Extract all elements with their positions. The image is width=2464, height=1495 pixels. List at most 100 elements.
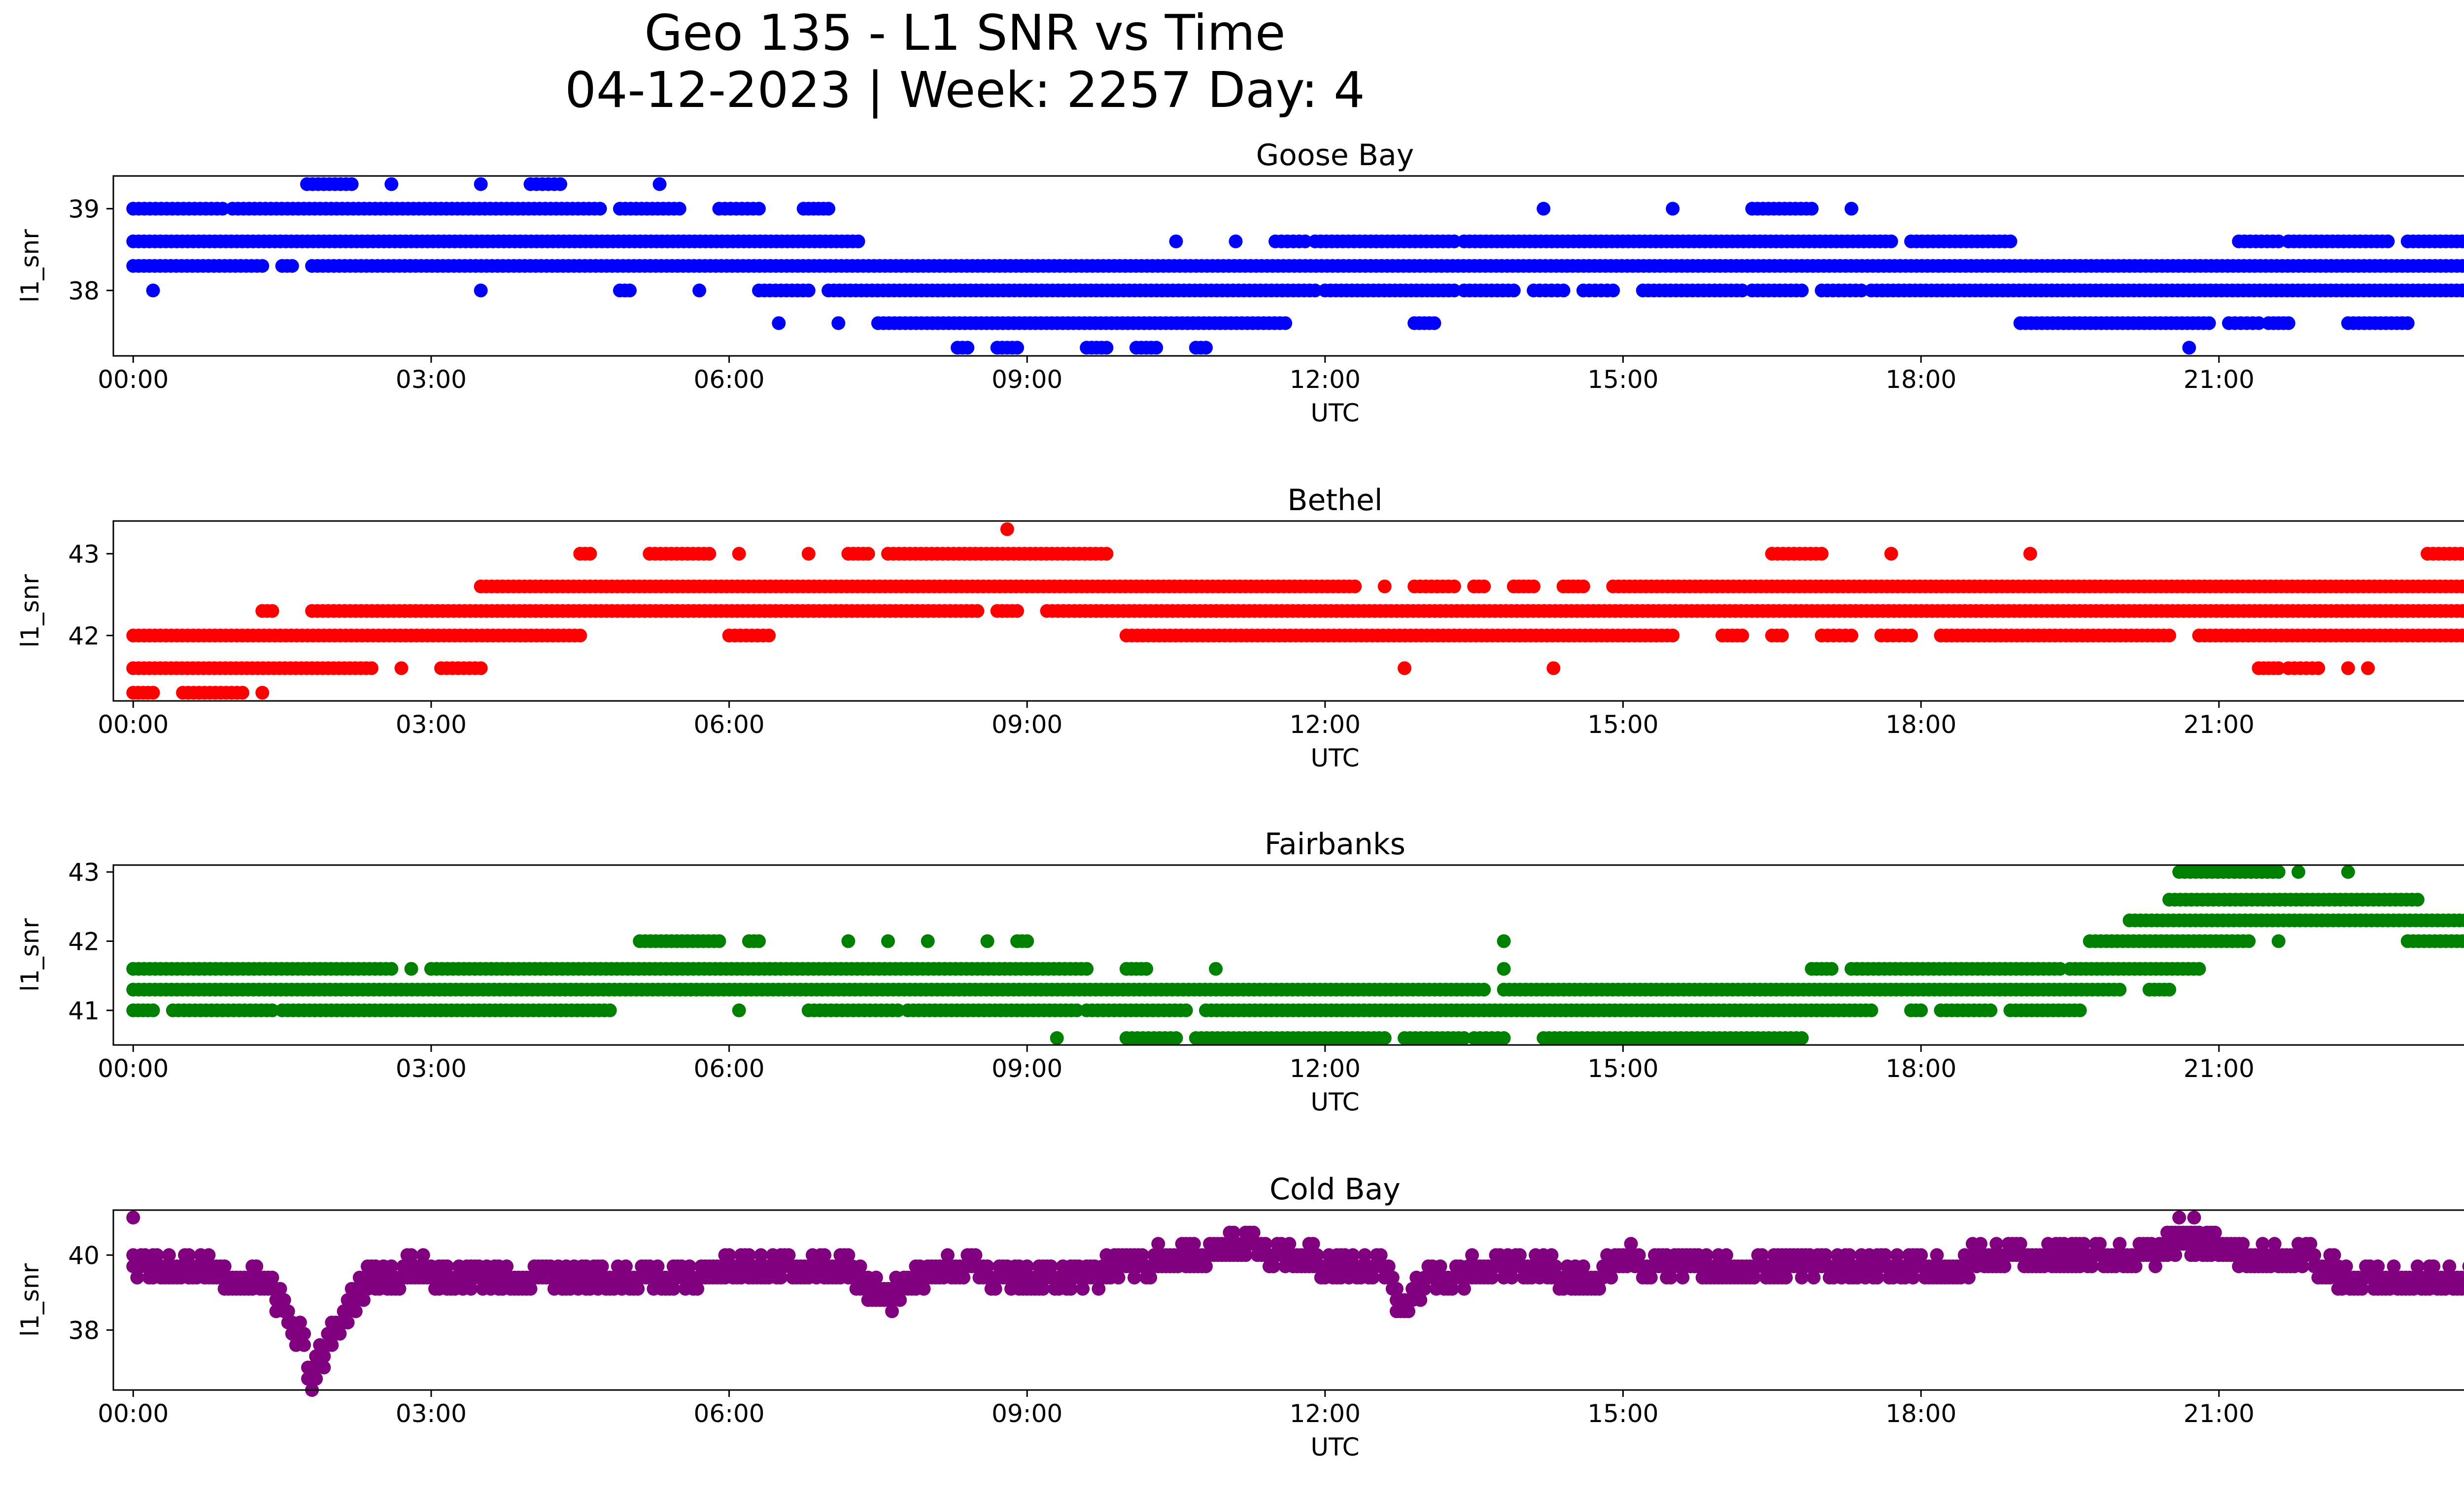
y-tick-label: 38 (68, 277, 100, 305)
data-point (1676, 1270, 1690, 1285)
data-point (1779, 1270, 1793, 1285)
data-point (2458, 913, 2464, 928)
y-tick-label: 43 (68, 540, 100, 568)
data-point (1632, 1248, 1646, 1262)
data-point (1377, 579, 1392, 593)
data-point (2292, 865, 2305, 879)
data-point (2192, 962, 2206, 976)
x-tick-label: 15:00 (1587, 365, 1658, 394)
data-point (917, 1282, 931, 1296)
data-point (474, 283, 488, 298)
data-point (464, 1282, 478, 1296)
data-point (1111, 1270, 1126, 1285)
data-point (150, 1248, 164, 1262)
data-point (297, 1338, 311, 1352)
data-point (1358, 1248, 1372, 1262)
data-point (1050, 1031, 1064, 1045)
data-point (692, 283, 707, 298)
data-point (672, 202, 686, 216)
data-point (404, 1248, 418, 1262)
data-point (841, 934, 856, 948)
y-axis-label: l1_snr (16, 229, 44, 303)
data-point (394, 661, 409, 675)
data-point (970, 604, 985, 618)
data-point (293, 1316, 307, 1330)
y-tick-label: 42 (68, 622, 100, 650)
y-tick-label: 43 (68, 858, 100, 887)
data-point (2053, 962, 2067, 976)
data-point (2182, 341, 2196, 355)
data-point (1546, 661, 1561, 675)
data-point (1036, 1282, 1050, 1296)
data-point (1385, 1270, 1400, 1285)
data-point (2461, 580, 2464, 592)
data-point (1930, 1248, 1944, 1262)
data-point (2242, 934, 2256, 948)
data-point (1402, 1304, 1416, 1319)
data-point (1227, 1225, 1241, 1240)
data-point (182, 1248, 196, 1262)
data-point (732, 547, 746, 561)
data-point (988, 1282, 1002, 1296)
data-point (752, 934, 766, 948)
data-point (960, 341, 975, 355)
data-point (2271, 865, 2286, 879)
data-point (2003, 234, 2018, 248)
data-point (573, 628, 587, 643)
data-point (1854, 283, 1869, 298)
x-tick-label: 21:00 (2184, 365, 2255, 394)
data-point (384, 177, 399, 191)
data-point (2341, 865, 2355, 879)
data-point (619, 1259, 633, 1274)
data-point (1080, 962, 1094, 976)
data-point (384, 962, 399, 976)
data-point (1373, 1248, 1388, 1262)
data-point (2461, 629, 2464, 642)
data-point (249, 1259, 264, 1274)
data-point (1135, 1248, 1149, 1262)
data-point (652, 177, 667, 191)
data-point (1795, 1031, 1809, 1045)
data-point (762, 628, 776, 643)
data-point (281, 1304, 295, 1319)
x-tick-label: 06:00 (694, 365, 765, 394)
data-point (474, 177, 488, 191)
data-point (1413, 1293, 1428, 1307)
data-point (2281, 316, 2295, 330)
data-point (732, 1003, 746, 1017)
data-point (782, 1248, 796, 1262)
data-point (1805, 202, 1819, 216)
data-point (1735, 283, 1749, 298)
x-tick-label: 12:00 (1290, 1054, 1361, 1083)
x-tick-label: 12:00 (1290, 710, 1361, 739)
data-point (821, 202, 836, 216)
data-point (130, 1270, 144, 1285)
data-point (712, 934, 726, 948)
data-point (772, 316, 786, 330)
data-point (1512, 1248, 1527, 1262)
data-point (1127, 1270, 1141, 1285)
series-goose-bay (126, 177, 2464, 355)
data-point (869, 1270, 883, 1285)
y-tick-label: 39 (68, 195, 100, 223)
data-point (1346, 1248, 1360, 1262)
data-point (2252, 316, 2266, 330)
data-point (690, 1282, 705, 1296)
data-point (1747, 1270, 1761, 1285)
data-point (146, 686, 160, 700)
data-point (297, 1326, 311, 1341)
panel-fairbanks: 00:00 03:00 06:00 09:00 12:00 15:00 18:00 21:00… (16, 827, 2464, 1116)
figure-title-line-1: Geo 135 - L1 SNR vs Time (645, 4, 1286, 62)
data-point (1457, 1031, 1471, 1045)
data-point (317, 1360, 331, 1375)
data-point (1890, 1248, 1904, 1262)
data-point (1179, 1003, 1193, 1017)
data-point (309, 1372, 323, 1386)
data-point (2400, 316, 2415, 330)
data-point (1666, 628, 1680, 643)
data-point (1527, 579, 1541, 593)
data-point (1308, 283, 1322, 298)
data-point (1020, 1259, 1034, 1274)
data-point (273, 1282, 287, 1296)
